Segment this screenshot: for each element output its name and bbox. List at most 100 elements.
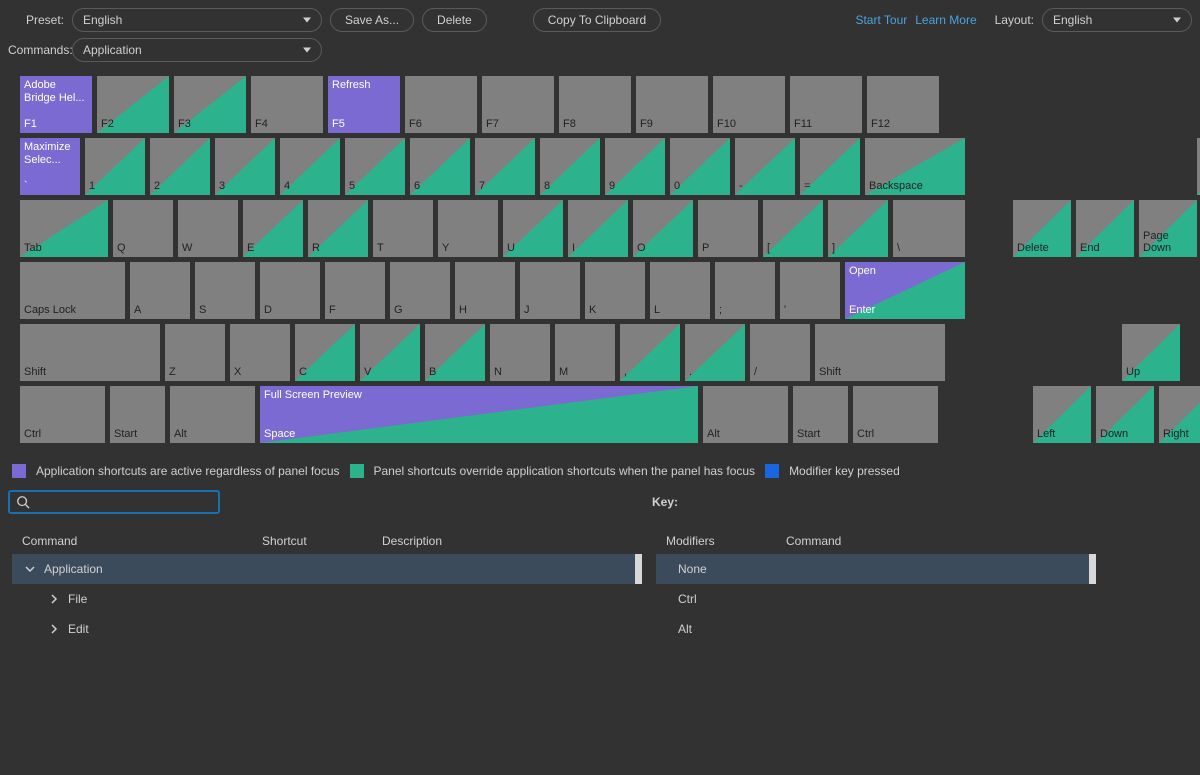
- layout-dropdown[interactable]: English: [1042, 8, 1192, 32]
- key-8[interactable]: 8: [540, 138, 600, 195]
- key--[interactable]: -: [735, 138, 795, 195]
- scrollbar[interactable]: [635, 554, 642, 584]
- key-shift[interactable]: Shift: [815, 324, 945, 381]
- key-f12[interactable]: F12: [867, 76, 939, 133]
- key-f7[interactable]: F7: [482, 76, 554, 133]
- key-up[interactable]: Up: [1122, 324, 1180, 381]
- key--[interactable]: ]: [828, 200, 888, 257]
- key-alt[interactable]: Alt: [170, 386, 255, 443]
- key-p[interactable]: P: [698, 200, 758, 257]
- table-row[interactable]: None: [656, 554, 1096, 584]
- key-right[interactable]: Right: [1159, 386, 1200, 443]
- key-o[interactable]: O: [633, 200, 693, 257]
- key-0[interactable]: 0: [670, 138, 730, 195]
- key-f4[interactable]: F4: [251, 76, 323, 133]
- key-g[interactable]: G: [390, 262, 450, 319]
- key-m[interactable]: M: [555, 324, 615, 381]
- key-f1[interactable]: Adobe Bridge Hel...F1: [20, 76, 92, 133]
- key-2[interactable]: 2: [150, 138, 210, 195]
- key-f8[interactable]: F8: [559, 76, 631, 133]
- key--[interactable]: ': [780, 262, 840, 319]
- key-7[interactable]: 7: [475, 138, 535, 195]
- key-a[interactable]: A: [130, 262, 190, 319]
- key-x[interactable]: X: [230, 324, 290, 381]
- key-w[interactable]: W: [178, 200, 238, 257]
- key-i[interactable]: I: [568, 200, 628, 257]
- copy-clipboard-button[interactable]: Copy To Clipboard: [533, 8, 662, 32]
- key-f11[interactable]: F11: [790, 76, 862, 133]
- key-enter[interactable]: OpenEnter: [845, 262, 965, 319]
- key--[interactable]: [: [763, 200, 823, 257]
- table-row[interactable]: File: [12, 584, 642, 614]
- scrollbar[interactable]: [1089, 554, 1096, 584]
- key-j[interactable]: J: [520, 262, 580, 319]
- key-shift[interactable]: Shift: [20, 324, 160, 381]
- key-9[interactable]: 9: [605, 138, 665, 195]
- table-row[interactable]: Alt: [656, 614, 1096, 644]
- key-backspace[interactable]: Backspace: [865, 138, 965, 195]
- key--[interactable]: \: [893, 200, 965, 257]
- key-c[interactable]: C: [295, 324, 355, 381]
- preset-dropdown[interactable]: English: [72, 8, 322, 32]
- key-s[interactable]: S: [195, 262, 255, 319]
- key-k[interactable]: K: [585, 262, 645, 319]
- key-q[interactable]: Q: [113, 200, 173, 257]
- key-page-down[interactable]: Page Down: [1139, 200, 1197, 257]
- key-delete[interactable]: Delete: [1013, 200, 1071, 257]
- key-f[interactable]: F: [325, 262, 385, 319]
- table-row[interactable]: Ctrl: [656, 584, 1096, 614]
- key-down[interactable]: Down: [1096, 386, 1154, 443]
- key-v[interactable]: V: [360, 324, 420, 381]
- key-end[interactable]: End: [1076, 200, 1134, 257]
- key-r[interactable]: R: [308, 200, 368, 257]
- chevron-right-icon[interactable]: [46, 624, 62, 634]
- key-start[interactable]: Start: [793, 386, 848, 443]
- key-f3[interactable]: F3: [174, 76, 246, 133]
- key-5[interactable]: 5: [345, 138, 405, 195]
- start-tour-link[interactable]: Start Tour: [855, 13, 907, 27]
- key-start[interactable]: Start: [110, 386, 165, 443]
- key--[interactable]: Maximize Selec...`: [20, 138, 80, 195]
- table-row[interactable]: Application: [12, 554, 642, 584]
- key-d[interactable]: D: [260, 262, 320, 319]
- key-n[interactable]: N: [490, 324, 550, 381]
- key-space[interactable]: Full Screen PreviewSpace: [260, 386, 698, 443]
- key-tab[interactable]: Tab: [20, 200, 108, 257]
- key-1[interactable]: 1: [85, 138, 145, 195]
- key--[interactable]: ;: [715, 262, 775, 319]
- key-f6[interactable]: F6: [405, 76, 477, 133]
- key-f5[interactable]: RefreshF5: [328, 76, 400, 133]
- key-l[interactable]: L: [650, 262, 710, 319]
- key-ctrl[interactable]: Ctrl: [853, 386, 938, 443]
- key-t[interactable]: T: [373, 200, 433, 257]
- key-alt[interactable]: Alt: [703, 386, 788, 443]
- key-b[interactable]: B: [425, 324, 485, 381]
- key-4[interactable]: 4: [280, 138, 340, 195]
- key-f10[interactable]: F10: [713, 76, 785, 133]
- key--[interactable]: /: [750, 324, 810, 381]
- key-f9[interactable]: F9: [636, 76, 708, 133]
- key-e[interactable]: E: [243, 200, 303, 257]
- key-f2[interactable]: F2: [97, 76, 169, 133]
- key--[interactable]: ,: [620, 324, 680, 381]
- key--[interactable]: =: [800, 138, 860, 195]
- key-caps-lock[interactable]: Caps Lock: [20, 262, 125, 319]
- key-y[interactable]: Y: [438, 200, 498, 257]
- key-h[interactable]: H: [455, 262, 515, 319]
- delete-button[interactable]: Delete: [422, 8, 487, 32]
- key-z[interactable]: Z: [165, 324, 225, 381]
- chevron-down-icon[interactable]: [22, 564, 38, 574]
- learn-more-link[interactable]: Learn More: [915, 13, 976, 27]
- key-6[interactable]: 6: [410, 138, 470, 195]
- search-input[interactable]: [8, 490, 220, 514]
- key--[interactable]: .: [685, 324, 745, 381]
- key-3[interactable]: 3: [215, 138, 275, 195]
- table-row[interactable]: Edit: [12, 614, 642, 644]
- key-ctrl[interactable]: Ctrl: [20, 386, 105, 443]
- save-as-button[interactable]: Save As...: [330, 8, 414, 32]
- search-icon: [16, 495, 30, 509]
- chevron-right-icon[interactable]: [46, 594, 62, 604]
- key-left[interactable]: Left: [1033, 386, 1091, 443]
- key-u[interactable]: U: [503, 200, 563, 257]
- commands-dropdown[interactable]: Application: [72, 38, 322, 62]
